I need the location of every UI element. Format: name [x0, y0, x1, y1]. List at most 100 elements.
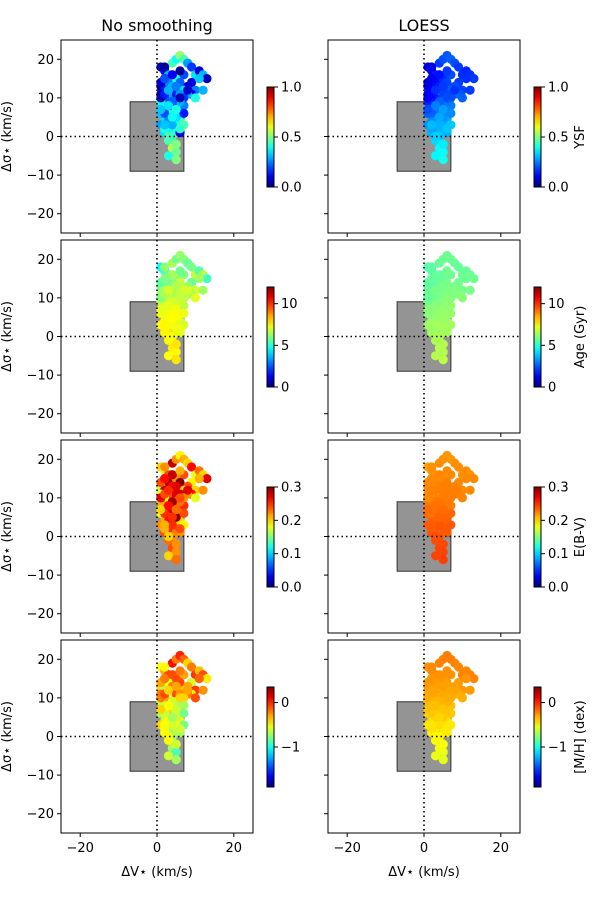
- data-point: [465, 485, 475, 495]
- colorbar: −1 0 [M/H] (dex): [533, 686, 588, 788]
- y-tick-label: −10: [27, 369, 54, 384]
- data-point: [171, 139, 181, 149]
- data-point: [171, 104, 181, 115]
- data-point: [163, 301, 174, 311]
- colorbar-tick-label: 0.0: [548, 181, 569, 196]
- data-point: [156, 104, 166, 115]
- data-point: [167, 120, 177, 130]
- data-point: [438, 139, 448, 149]
- data-point: [450, 685, 460, 695]
- data-point: [163, 351, 174, 361]
- colorbar-scale: [266, 86, 275, 188]
- x-tick-label: 20: [493, 841, 510, 856]
- data-point: [171, 755, 181, 765]
- data-point: [469, 474, 479, 484]
- colorbar-scale: [533, 686, 542, 788]
- data-point: [438, 747, 448, 757]
- data-point: [469, 74, 479, 84]
- panel-EBV-loess: 0.0 0.1 0.2 0.3 E(B-V): [324, 439, 588, 637]
- data-point: [160, 262, 170, 272]
- data-point: [438, 155, 448, 165]
- panel-MH-loess: −20 0 20 −1 0 [M/H] (dex): [324, 639, 588, 856]
- data-point: [438, 355, 448, 365]
- colorbar-tick-label: 0.3: [281, 481, 302, 496]
- data-point: [202, 474, 212, 484]
- data-point: [450, 485, 460, 495]
- data-point: [183, 485, 193, 495]
- y-tick-label: 0: [46, 530, 54, 545]
- panel-Age-raw: −20 −10 0 10 20 Δσ⋆ (km/s) 0 5 10: [0, 239, 298, 437]
- data-point: [160, 74, 170, 84]
- data-point: [442, 693, 452, 703]
- data-point: [430, 731, 441, 742]
- panel-YSF-loess: 0.0 0.5 1.0 YSF: [324, 39, 588, 237]
- y-tick-label: 20: [37, 453, 54, 468]
- data-point: [167, 470, 177, 480]
- colorbar-scale: [533, 86, 542, 188]
- colorbar: 0.0 0.5 1.0: [266, 81, 302, 196]
- data-point: [465, 285, 475, 295]
- data-point: [175, 93, 185, 103]
- y-tick-label: 10: [37, 291, 54, 306]
- data-point: [438, 339, 448, 349]
- y-tick-label: 0: [46, 130, 54, 145]
- data-point: [160, 62, 170, 72]
- data-point: [171, 739, 181, 749]
- data-point: [430, 285, 441, 295]
- colorbar-tick-label: 1.0: [548, 81, 569, 96]
- data-point: [438, 547, 448, 557]
- data-point: [430, 531, 441, 542]
- colorbar: −1 0: [266, 686, 300, 788]
- data-point: [202, 674, 212, 684]
- data-point: [430, 301, 441, 311]
- data-point: [167, 712, 177, 722]
- y-tick-label: 10: [37, 491, 54, 506]
- data-point: [442, 124, 452, 134]
- data-point: [160, 520, 170, 530]
- colorbar-tick-label: 0: [281, 381, 289, 396]
- y-tick-label: 20: [37, 653, 54, 668]
- data-point: [442, 266, 452, 276]
- data-point: [179, 108, 189, 118]
- y-tick-label: 20: [37, 253, 54, 268]
- data-point: [430, 685, 441, 695]
- data-point: [434, 720, 444, 730]
- data-point: [438, 504, 448, 515]
- y-axis-label: Δσ⋆ (km/s): [0, 501, 15, 572]
- colorbar-scale: [266, 486, 275, 588]
- data-point: [434, 120, 444, 130]
- data-point: [465, 685, 475, 695]
- data-point: [434, 312, 444, 322]
- data-point: [167, 112, 177, 122]
- data-point: [430, 701, 441, 711]
- data-point: [179, 308, 189, 318]
- data-point: [446, 508, 456, 518]
- data-point: [434, 712, 444, 722]
- data-point: [163, 131, 174, 142]
- data-point: [171, 81, 181, 91]
- data-point: [163, 101, 174, 111]
- y-tick-label: 0: [46, 330, 54, 345]
- data-point: [194, 274, 204, 284]
- data-point: [163, 551, 174, 561]
- data-point: [465, 85, 475, 95]
- data-point: [438, 104, 448, 115]
- data-point: [438, 481, 448, 491]
- data-point: [423, 104, 433, 115]
- data-point: [179, 508, 189, 518]
- data-point: [430, 101, 441, 111]
- y-axis-label: Δσ⋆ (km/s): [0, 301, 15, 372]
- data-point: [450, 85, 460, 95]
- y-tick-label: −10: [27, 169, 54, 184]
- y-tick-label: −20: [27, 807, 54, 822]
- data-point: [446, 308, 456, 318]
- data-point: [442, 666, 452, 676]
- data-point: [423, 704, 433, 715]
- data-point: [171, 504, 181, 515]
- data-point: [156, 504, 166, 515]
- data-point: [171, 147, 181, 157]
- data-point: [171, 481, 181, 491]
- data-point: [434, 270, 444, 280]
- data-point: [438, 304, 448, 315]
- x-tick-label: 0: [420, 841, 428, 856]
